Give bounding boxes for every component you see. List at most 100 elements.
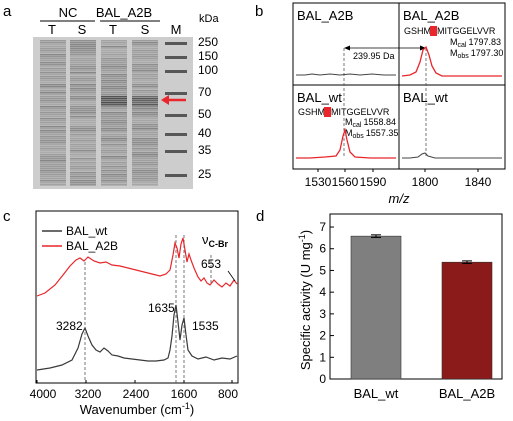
bar-ylabel: Specific activity (U mg-1)	[297, 230, 313, 370]
gel-band	[40, 56, 66, 58]
gel-band	[132, 174, 158, 176]
marker-40: 40	[198, 126, 212, 140]
gel-band	[101, 180, 127, 182]
legend-label-bal-a2b: BAL_A2B	[66, 239, 118, 253]
gel-band	[132, 136, 158, 138]
ms-frame	[292, 2, 506, 170]
gel-band	[132, 54, 158, 56]
gel-band	[132, 100, 158, 102]
gel-band	[70, 92, 96, 94]
gel-band	[132, 128, 158, 130]
gel-band	[40, 42, 66, 44]
marker-25: 25	[198, 167, 212, 181]
vc-br-label: νC-Br	[202, 232, 228, 249]
gel-band	[70, 86, 96, 88]
gel-band	[70, 114, 96, 116]
gel-band	[101, 88, 127, 90]
gel-band	[40, 60, 66, 62]
gel-band	[70, 162, 96, 164]
gel-band	[132, 84, 158, 86]
gel-band	[70, 62, 96, 64]
gel-band	[132, 46, 158, 48]
gel-band	[70, 180, 96, 182]
gel-band	[101, 48, 127, 50]
gel-band	[40, 72, 66, 74]
gel-band	[40, 148, 66, 150]
mobs-wt: Mobs 1557.35	[345, 128, 398, 140]
gel-band	[70, 102, 96, 104]
gel-band	[70, 60, 96, 62]
gel-band	[40, 78, 66, 80]
gel-band	[70, 176, 96, 178]
gel-band	[132, 74, 158, 76]
gel-band	[132, 62, 158, 64]
gel-band	[132, 130, 158, 132]
gel-band	[101, 108, 127, 110]
panel-d-label: d	[256, 208, 264, 225]
gel-band	[101, 140, 127, 142]
marker-70: 70	[198, 85, 212, 99]
gel-band	[40, 98, 66, 100]
gel-band	[101, 138, 127, 140]
gel-band	[70, 156, 96, 158]
gel-band	[132, 50, 158, 52]
gel-band	[132, 148, 158, 150]
gel-band	[132, 94, 158, 96]
ms-xtick-1800: 1800	[412, 175, 439, 189]
gel-band	[101, 132, 127, 134]
gel-band	[70, 184, 96, 186]
gel-band	[70, 170, 96, 172]
gel-band	[101, 114, 127, 116]
gel-band	[132, 184, 158, 186]
gel-band	[40, 150, 66, 152]
gel-band	[70, 144, 96, 146]
gel-band	[132, 112, 158, 114]
gel-band	[101, 172, 127, 174]
gel-band	[40, 136, 66, 138]
gel-band	[132, 106, 158, 108]
gel-band	[132, 72, 158, 74]
gel-band	[101, 110, 127, 112]
vc-br-pointer	[227, 270, 236, 282]
gel-band	[70, 172, 96, 174]
marker-35: 35	[198, 143, 212, 157]
gel-band	[40, 126, 66, 128]
gel-band	[132, 64, 158, 66]
gel-band	[70, 136, 96, 138]
gel-marker-band	[165, 56, 187, 59]
gel-band	[132, 140, 158, 142]
gel-band	[101, 126, 127, 128]
mcal-a2b: Mcal 1797.83	[450, 37, 501, 49]
ms-br-title: BAL_wt	[403, 90, 448, 105]
gel-band	[132, 90, 158, 92]
gel-band	[70, 126, 96, 128]
gel-band	[40, 68, 66, 70]
gel-band	[70, 90, 96, 92]
gel-band	[40, 40, 66, 42]
gel-band	[40, 154, 66, 156]
ms-xtick-1530: 1530	[305, 175, 332, 189]
gel-band	[70, 40, 96, 42]
gel-band	[132, 138, 158, 140]
gel-band	[132, 70, 158, 72]
gel-band	[40, 160, 66, 162]
gel-band	[132, 122, 158, 124]
gel-band	[132, 178, 158, 180]
gel-band	[101, 164, 127, 166]
gel-band	[40, 172, 66, 174]
gel-band	[70, 48, 96, 50]
gel-band	[70, 160, 96, 162]
gel-band	[101, 102, 127, 104]
ms-trace-a2b-low	[296, 73, 396, 76]
gel-band	[132, 152, 158, 154]
gel-band	[40, 76, 66, 78]
ftir-x-axis: 4000 3200 2400 1600 800 Wavenumber (cm-1…	[30, 380, 238, 417]
gel-band	[40, 90, 66, 92]
ftir-xlabel: Wavenumber (cm-1)	[80, 401, 194, 417]
gel-band	[101, 62, 127, 64]
gel-band	[40, 108, 66, 110]
gel-band	[101, 146, 127, 148]
ms-xtick-1590: 1590	[360, 175, 387, 189]
peak-label-1635: 1635	[148, 301, 175, 315]
mobs-a2b: Mobs 1797.30	[450, 48, 503, 60]
